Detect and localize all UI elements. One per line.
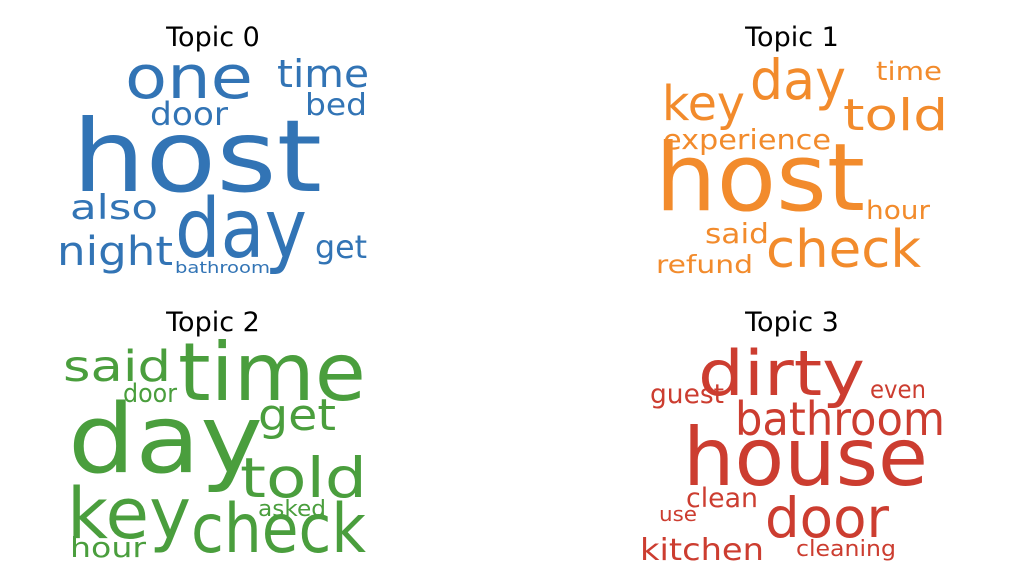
word-day: day	[175, 182, 307, 277]
panel-title-2: Topic 2	[165, 307, 260, 338]
word-kitchen: kitchen	[640, 533, 764, 568]
word-guest: guest	[650, 379, 724, 410]
word-house: house	[683, 411, 928, 504]
word-use: use	[659, 502, 697, 526]
word-time: time	[876, 57, 942, 87]
word-time: time	[178, 326, 366, 419]
word-told: told	[240, 446, 367, 510]
word-also: also	[70, 188, 158, 228]
word-bathroom: bathroom	[735, 392, 945, 446]
word-day: day	[68, 385, 263, 495]
word-get: get	[258, 390, 336, 441]
word-door: door	[150, 95, 229, 133]
word-check: check	[766, 220, 921, 280]
word-host: host	[655, 124, 865, 233]
panel-title-0: Topic 0	[165, 22, 260, 53]
word-key: key	[67, 473, 191, 555]
word-one: one	[125, 43, 253, 113]
word-hour: hour	[70, 531, 147, 564]
word-refund: refund	[656, 250, 753, 279]
word-clean: clean	[686, 483, 758, 514]
word-bathroom: bathroom	[175, 258, 270, 277]
panel-title-1: Topic 1	[744, 22, 839, 53]
word-said: said	[63, 342, 171, 392]
word-day: day	[750, 48, 846, 112]
word-asked: asked	[258, 497, 326, 522]
word-door: door	[765, 486, 889, 550]
word-night: night	[57, 229, 173, 275]
word-dirty: dirty	[698, 337, 865, 410]
word-key: key	[662, 76, 745, 132]
word-even: even	[870, 375, 926, 404]
panel-title-3: Topic 3	[744, 307, 839, 338]
word-cleaning: cleaning	[796, 537, 896, 562]
word-check: check	[191, 490, 367, 569]
word-get: get	[315, 228, 367, 266]
word-told: told	[843, 90, 948, 141]
word-hour: hour	[866, 196, 930, 226]
word-host: host	[72, 98, 322, 215]
word-said: said	[705, 217, 769, 250]
word-bed: bed	[305, 88, 367, 123]
word-door: door	[123, 379, 177, 409]
word-experience: experience	[663, 123, 831, 156]
word-time: time	[277, 52, 369, 96]
